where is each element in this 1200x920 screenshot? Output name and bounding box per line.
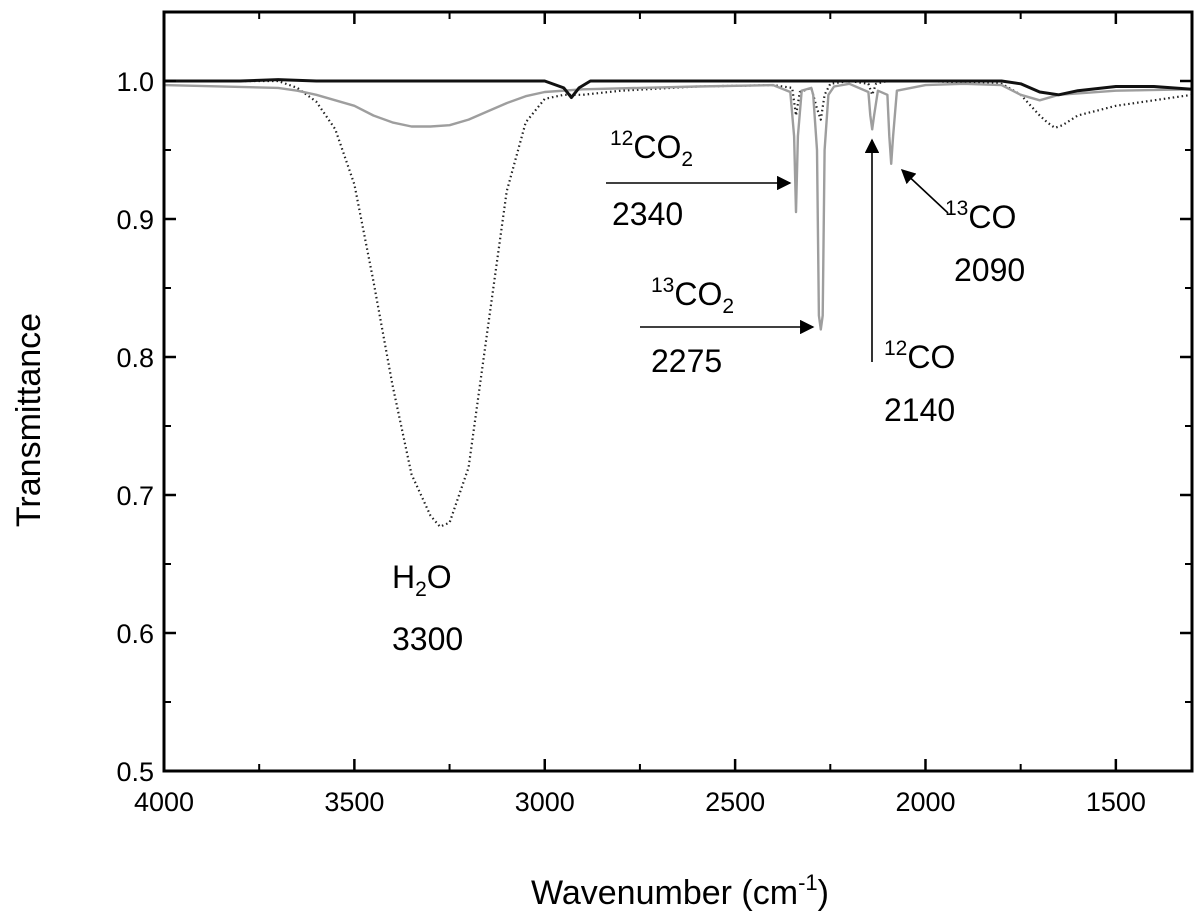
y-tick-label: 0.9 [116, 205, 154, 235]
y-tick-label: 0.7 [116, 481, 154, 511]
y-tick-label: 0.5 [116, 757, 154, 787]
spectrum-series-1 [164, 79, 1192, 528]
x-tick-label: 4000 [134, 787, 194, 817]
y-tick-label: 1.0 [116, 67, 154, 97]
annotation-layer: H2O 3300 12CO2 2340 13CO2 2275 12CO 2140… [392, 127, 1025, 657]
spectrum-series-2 [164, 82, 1192, 331]
y-tick-label: 0.6 [116, 619, 154, 649]
y-axis-title: Transmittance [10, 313, 48, 527]
x-tick-label: 2500 [705, 787, 765, 817]
x-axis-title: Wavenumber (cm-1) [531, 870, 829, 912]
x-tick-label: 3500 [324, 787, 384, 817]
series-layer [164, 78, 1192, 528]
annotation-h2o-value: 3300 [392, 621, 463, 657]
annotation-h2o-formula: H2O [392, 559, 452, 601]
annotation-co-13-value: 2090 [954, 252, 1025, 288]
x-tick-label: 2000 [895, 787, 955, 817]
annotation-co-12-formula: 12CO [884, 337, 955, 375]
spectrum-series-3 [164, 78, 1192, 100]
y-tick-label: 0.8 [116, 343, 154, 373]
annotation-co2-13-value: 2275 [651, 343, 722, 379]
annotation-co-13-formula: 13CO [945, 197, 1016, 235]
annotation-co2-13-formula: 13CO2 [651, 274, 734, 318]
annotation-co-12-value: 2140 [884, 392, 955, 428]
annotation-co2-12-value: 2340 [612, 196, 683, 232]
x-tick-label: 3000 [515, 787, 575, 817]
plot-frame [162, 10, 1194, 773]
ticks-layer: 4000 3500 3000 2500 2000 1500 0.5 0.6 0.7 0.8 0.9 1… [116, 12, 1192, 817]
arrow-co-13 [900, 169, 949, 214]
annotation-co2-12-formula: 12CO2 [610, 127, 693, 171]
x-tick-label: 1500 [1086, 787, 1146, 817]
